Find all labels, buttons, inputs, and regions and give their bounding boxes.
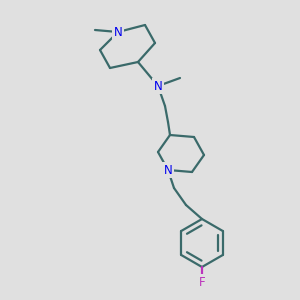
Text: N: N: [114, 26, 122, 38]
Text: N: N: [154, 80, 162, 92]
Text: N: N: [164, 164, 172, 176]
Text: F: F: [199, 275, 205, 289]
